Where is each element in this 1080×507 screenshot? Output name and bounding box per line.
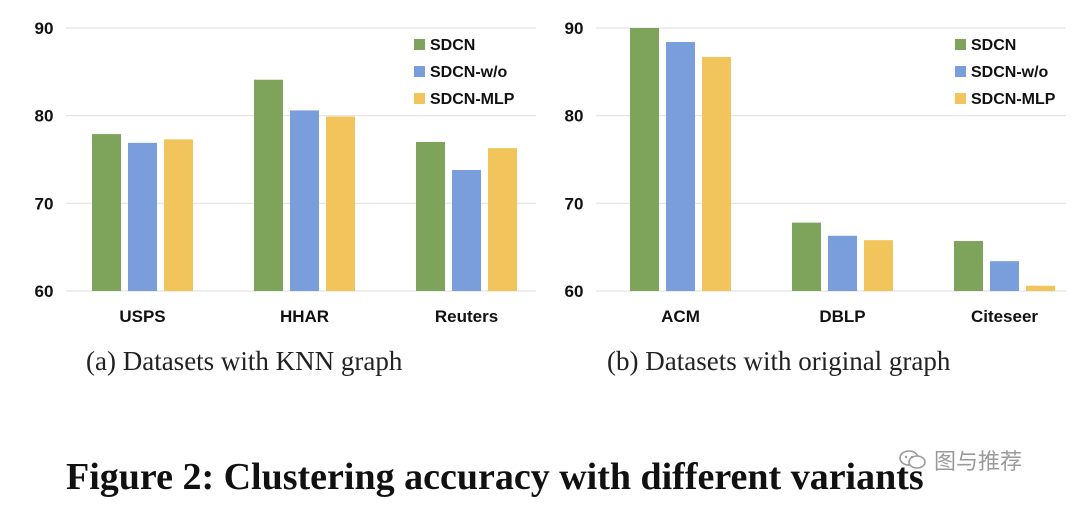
legend-swatch bbox=[955, 93, 966, 104]
legend-swatch bbox=[955, 66, 966, 77]
caption-a: (a) Datasets with KNN graph bbox=[86, 346, 403, 376]
bar-sdcn-w-o-usps bbox=[128, 142, 157, 291]
x-category-label: Citeseer bbox=[971, 307, 1038, 326]
y-tick-label: 90 bbox=[565, 19, 584, 38]
chart-panel-1: 60 70 80 90 ACM DBLP Citeseer SDCN SDCN-w/o SDCN-… bbox=[565, 19, 1066, 326]
legend-swatch bbox=[414, 66, 425, 77]
bar-sdcn-mlp-dblp bbox=[864, 240, 893, 291]
legend-label: SDCN bbox=[430, 37, 475, 54]
legend-label: SDCN-w/o bbox=[971, 64, 1049, 81]
watermark-text: 图与推荐 bbox=[934, 450, 1023, 475]
legend-swatch bbox=[414, 39, 425, 50]
bar-sdcn-w-o-citeseer bbox=[990, 261, 1019, 291]
legend-swatch bbox=[955, 39, 966, 50]
x-category-label: HHAR bbox=[280, 307, 329, 326]
legend-label: SDCN-MLP bbox=[971, 91, 1056, 108]
bar-sdcn-citeseer bbox=[954, 241, 983, 291]
legend-label: SDCN-w/o bbox=[430, 64, 508, 81]
x-category-label: USPS bbox=[119, 307, 165, 326]
caption-b: (b) Datasets with original graph bbox=[607, 346, 951, 376]
y-tick-label: 90 bbox=[35, 19, 54, 38]
bar-sdcn-w-o-acm bbox=[666, 42, 695, 291]
bar-sdcn-mlp-citeseer bbox=[1026, 285, 1055, 291]
bar-sdcn-acm bbox=[630, 28, 659, 291]
chart-panel-0: 60 70 80 90 USPS HHAR Reuters SDCN SDCN-w/o SDCN-… bbox=[35, 19, 536, 326]
bar-sdcn-w-o-hhar bbox=[290, 110, 319, 291]
bar-sdcn-w-o-reuters bbox=[452, 170, 481, 291]
bar-sdcn-mlp-usps bbox=[164, 139, 193, 291]
wechat-icon bbox=[899, 450, 926, 469]
bar-sdcn-w-o-dblp bbox=[828, 235, 857, 291]
legend-swatch bbox=[414, 93, 425, 104]
figure-title: Figure 2: Clustering accuracy with diffe… bbox=[66, 456, 924, 498]
legend-label: SDCN-MLP bbox=[430, 91, 515, 108]
x-category-label: DBLP bbox=[819, 307, 865, 326]
bar-sdcn-reuters bbox=[416, 141, 445, 291]
bar-sdcn-mlp-hhar bbox=[326, 116, 355, 291]
x-category-label: ACM bbox=[661, 307, 700, 326]
bar-sdcn-dblp bbox=[792, 222, 821, 291]
bar-sdcn-mlp-reuters bbox=[488, 148, 517, 291]
y-tick-label: 70 bbox=[565, 194, 584, 213]
y-tick-label: 60 bbox=[35, 282, 54, 301]
bar-sdcn-usps bbox=[92, 134, 121, 291]
watermark: 图与推荐 bbox=[898, 444, 1022, 476]
y-tick-label: 60 bbox=[565, 282, 584, 301]
y-tick-label: 80 bbox=[565, 107, 584, 126]
y-tick-label: 70 bbox=[35, 194, 54, 213]
y-tick-label: 80 bbox=[35, 107, 54, 126]
bar-sdcn-mlp-acm bbox=[702, 56, 731, 292]
x-category-label: Reuters bbox=[435, 307, 498, 326]
bar-sdcn-hhar bbox=[254, 79, 283, 292]
legend-label: SDCN bbox=[971, 37, 1016, 54]
